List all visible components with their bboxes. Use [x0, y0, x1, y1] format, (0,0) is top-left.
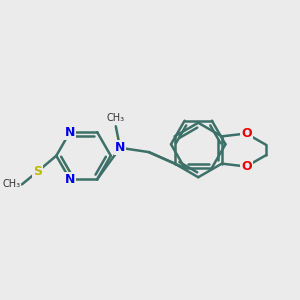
- Text: CH₃: CH₃: [2, 179, 20, 189]
- Text: S: S: [33, 165, 42, 178]
- Text: O: O: [241, 160, 251, 173]
- Text: N: N: [115, 141, 125, 154]
- Text: CH₃: CH₃: [107, 113, 125, 123]
- Text: N: N: [65, 173, 75, 186]
- Text: N: N: [65, 126, 75, 139]
- Text: O: O: [241, 127, 251, 140]
